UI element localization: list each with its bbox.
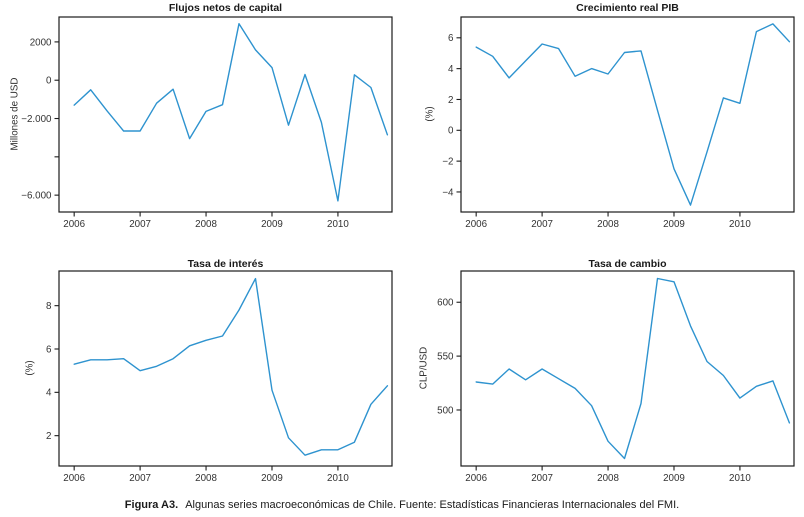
svg-text:2006: 2006	[63, 473, 85, 484]
svg-text:600: 600	[437, 298, 454, 309]
svg-text:550: 550	[437, 352, 454, 363]
svg-text:−4: −4	[442, 187, 454, 198]
svg-text:2009: 2009	[663, 473, 685, 484]
svg-text:2008: 2008	[597, 473, 619, 484]
svg-text:2010: 2010	[327, 473, 349, 484]
svg-text:2010: 2010	[327, 219, 349, 230]
figure-caption: Figura A3. Algunas series macroeconómicas…	[0, 499, 804, 511]
panel-capital-flows: Flujos netos de capital Millones de USD …	[0, 0, 402, 258]
svg-text:0: 0	[448, 126, 454, 137]
panel-title-interest-rate: Tasa de interés	[187, 258, 264, 270]
svg-text:2009: 2009	[663, 219, 685, 230]
capital-flows-line-chart: 2006 2007 2008 2009 2010 2000 0 −2.000 −6.000	[21, 16, 393, 230]
svg-text:2006: 2006	[63, 219, 85, 230]
svg-text:2009: 2009	[261, 473, 283, 484]
panel-gdp-growth: Crecimiento real PIB (%) 2006 2007 2008 200…	[402, 0, 804, 258]
svg-text:−2: −2	[442, 157, 453, 168]
svg-text:2010: 2010	[729, 473, 751, 484]
svg-text:2007: 2007	[531, 219, 553, 230]
svg-text:500: 500	[437, 405, 454, 416]
svg-text:2007: 2007	[129, 473, 151, 484]
caption-text: Algunas series macroeconómicas de Chile.…	[185, 499, 680, 511]
panel-exchange-rate: Tasa de cambio CLP/USD 2006 2007 2008 2009 2…	[402, 258, 804, 516]
svg-text:2008: 2008	[597, 219, 619, 230]
panel-title-capital-flows: Flujos netos de capital	[168, 2, 283, 14]
svg-text:2008: 2008	[195, 219, 217, 230]
exchange-rate-line-chart: 2006 2007 2008 2009 2010 600 550 500	[437, 270, 795, 484]
panel-interest-rate: Tasa de interés (%) 2006 2007 2008 2009 2010…	[0, 258, 402, 516]
svg-text:6: 6	[448, 33, 454, 44]
caption-label: Figura A3.	[124, 499, 179, 511]
svg-text:6: 6	[46, 344, 52, 355]
svg-text:2000: 2000	[30, 37, 52, 48]
svg-text:2008: 2008	[195, 473, 217, 484]
svg-text:0: 0	[46, 76, 52, 87]
svg-text:2009: 2009	[261, 219, 283, 230]
svg-text:8: 8	[46, 301, 52, 312]
svg-text:2006: 2006	[465, 473, 487, 484]
svg-text:−2.000: −2.000	[21, 114, 52, 125]
svg-text:2006: 2006	[465, 219, 487, 230]
svg-text:2: 2	[46, 431, 51, 442]
svg-text:−6.000: −6.000	[21, 191, 52, 202]
svg-text:2: 2	[448, 95, 453, 106]
svg-text:4: 4	[448, 64, 454, 75]
svg-text:4: 4	[46, 388, 52, 399]
svg-text:2007: 2007	[531, 473, 553, 484]
panel-title-gdp-growth: Crecimiento real PIB	[576, 2, 679, 14]
interest-rate-line-chart: 2006 2007 2008 2009 2010 8 6 4 2	[46, 270, 393, 484]
panel-title-exchange-rate: Tasa de cambio	[588, 258, 667, 270]
svg-text:2010: 2010	[729, 219, 751, 230]
svg-text:2007: 2007	[129, 219, 151, 230]
gdp-growth-line-chart: 2006 2007 2008 2009 2010 6 4 2 0 −2 −4	[442, 16, 795, 230]
